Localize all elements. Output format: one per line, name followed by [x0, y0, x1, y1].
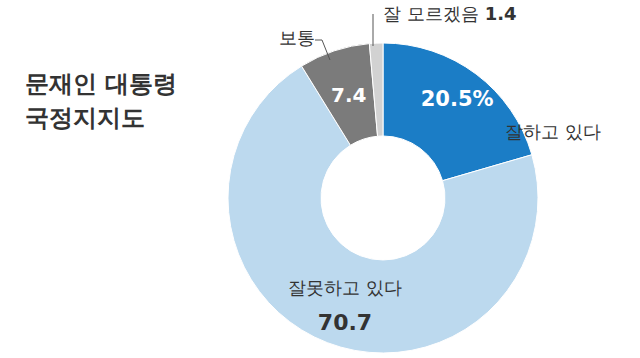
data-label: 1.4	[485, 3, 517, 24]
category-label: 잘하고 있다	[505, 121, 601, 142]
title: 문재인 대통령국정지지도	[25, 70, 177, 132]
leader-line	[373, 14, 374, 46]
data-label: 7.4	[331, 83, 366, 107]
leader-line	[315, 40, 330, 60]
slice	[369, 43, 383, 136]
labels: 잘하고 있다 20.5% 잘못하고 있다 70.7 보통 7.4 잘 모르겠음 1.4	[279, 3, 601, 335]
slice	[383, 43, 532, 181]
category-label: 잘 모르겠음	[383, 3, 479, 24]
category-label: 보통	[279, 27, 315, 48]
chart: 문재인 대통령국정지지도잘하고 있다20.5%잘못하고 있다70.7보통7.4잘…	[0, 0, 640, 358]
slice	[302, 44, 378, 146]
slices	[228, 43, 538, 353]
category-label: 잘못하고 있다	[288, 277, 402, 298]
data-label: 70.7	[318, 310, 372, 335]
data-label: 20.5%	[421, 87, 494, 111]
